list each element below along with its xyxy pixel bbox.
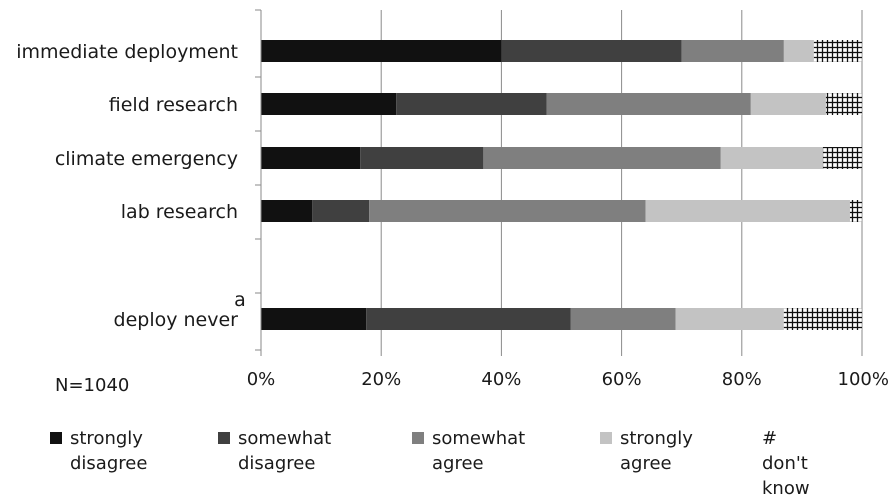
bar-segment — [501, 40, 682, 62]
bar-segment — [849, 200, 862, 222]
category-superscript: a — [234, 289, 246, 311]
bar-segment — [675, 308, 784, 330]
category-labels: immediate deployment field research climat… — [16, 41, 246, 331]
legend-swatch — [218, 432, 230, 444]
bar-segment — [813, 40, 862, 62]
bar-segment — [261, 147, 361, 169]
legend-swatch — [50, 432, 62, 444]
bar-segment — [312, 200, 370, 222]
sample-size-note: N=1040 — [55, 375, 130, 396]
legend-swatch — [600, 432, 612, 444]
gridlines — [380, 10, 863, 350]
x-tick-label: 0% — [247, 369, 276, 390]
x-tick-label: 60% — [602, 369, 642, 390]
bar-segment — [825, 93, 862, 115]
bar-segment — [750, 93, 826, 115]
bar-segment — [261, 200, 313, 222]
stacked-bar-chart: immediate deployment field research climat… — [16, 9, 889, 390]
legend-label: strongly agree — [620, 428, 693, 474]
legend-label: somewhat disagree — [238, 428, 332, 474]
bar-segment — [360, 147, 484, 169]
category-label: lab research — [121, 201, 238, 223]
x-tick-label: 40% — [481, 369, 521, 390]
bar-segment — [822, 147, 862, 169]
category-label: climate emergency — [55, 148, 238, 170]
x-tick-label: 20% — [361, 369, 401, 390]
hatch-icon: # — [762, 428, 778, 449]
x-tick-label: 100% — [838, 369, 889, 390]
bar-segment — [261, 308, 367, 330]
bar-segment — [369, 200, 646, 222]
x-tick-label: 80% — [722, 369, 762, 390]
category-label: deploy never — [114, 309, 239, 331]
bar-segment — [261, 93, 397, 115]
bar-segment — [645, 200, 850, 222]
legend-swatch — [412, 432, 424, 444]
bar-segment — [396, 93, 547, 115]
bar-segment — [483, 147, 721, 169]
bar-segment — [720, 147, 823, 169]
legend-label: strongly disagree — [70, 428, 148, 474]
x-tick-labels: 0% 20% 40% 60% 80% 100% — [247, 369, 889, 390]
category-label: field research — [109, 94, 238, 116]
bar-segment — [783, 40, 814, 62]
bar-segment — [570, 308, 676, 330]
legend-label: somewhat agree — [432, 428, 526, 474]
bar-segment — [546, 93, 751, 115]
bar-segment — [261, 40, 502, 62]
category-label: immediate deployment — [16, 41, 238, 63]
bar-segment — [681, 40, 784, 62]
bars — [261, 40, 862, 330]
bar-segment — [366, 308, 571, 330]
bar-segment — [783, 308, 862, 330]
axis — [255, 9, 863, 356]
legend-label: # don't know — [762, 428, 810, 499]
